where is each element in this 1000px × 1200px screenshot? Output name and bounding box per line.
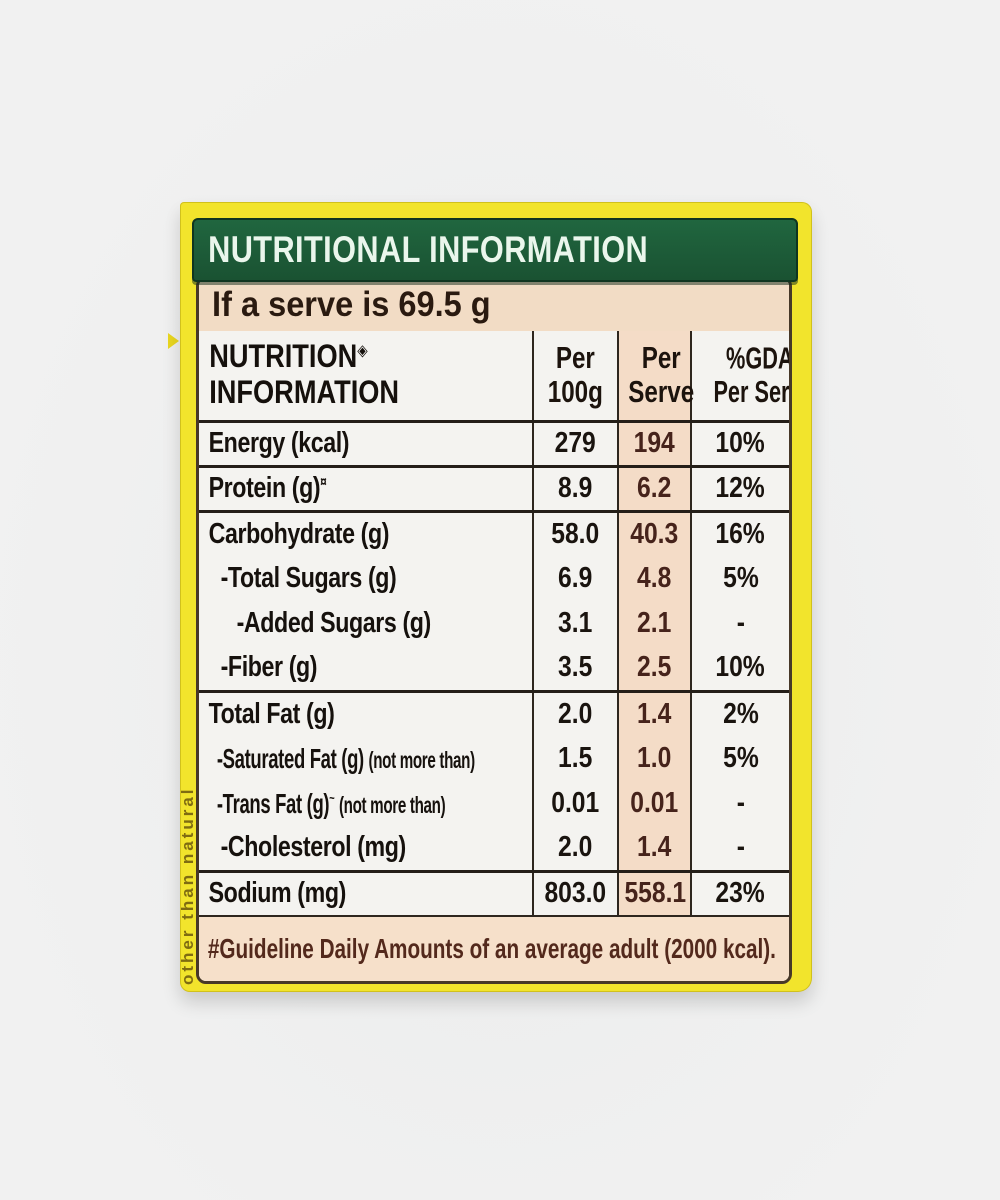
footer-strip: #Guideline Daily Amounts of an average a… (199, 917, 789, 981)
per-serve-value: 2.1 (637, 607, 672, 639)
table-row-energy: Energy (kcal) 279 194 10% (199, 421, 789, 466)
per-serve-value: 1.4 (637, 831, 672, 864)
gda-value: 10% (715, 427, 766, 459)
per-100g-value: 0.01 (551, 787, 600, 819)
per-serve-value: 558.1 (624, 877, 687, 910)
label-panel: If a serve is 69.5 g NUTRITION◈ INFORMAT… (196, 276, 792, 984)
side-vertical-text: other than natural (180, 786, 195, 985)
row-label: -Saturated Fat (g) (not more than) (216, 742, 475, 774)
header-per-serve: Per Serve (617, 331, 694, 421)
table-row-total-fat: Total Fat (g) 2.0 1.4 2% (199, 691, 789, 736)
per-serve-value: 1.4 (637, 697, 672, 730)
gda-value: - (736, 607, 745, 639)
row-label: Protein (g)¤ (208, 472, 327, 504)
row-label: -Trans Fat (g)~ (not more than) (216, 787, 446, 819)
per-serve-value: 2.5 (637, 651, 672, 684)
table-row-cholesterol: -Cholesterol (mg) 2.0 1.4 - (199, 826, 789, 871)
diamond-icon: ◈ (357, 342, 368, 360)
nutrition-label: other than natural NUTRITIONAL INFORMATI… (180, 202, 812, 992)
row-label: Carbohydrate (g) (208, 517, 390, 550)
per-serve-value: 194 (633, 427, 676, 459)
serve-strip: If a serve is 69.5 g (199, 279, 789, 331)
nutrition-title: NUTRITIONAL INFORMATION (208, 229, 649, 270)
table-row-trans-fat: -Trans Fat (g)~ (not more than) 0.01 0.01… (199, 781, 789, 826)
row-label: Energy (kcal) (208, 427, 350, 459)
row-label: Total Fat (g) (208, 697, 335, 730)
per-100g-value: 803.0 (544, 877, 607, 910)
nutrition-title-band: NUTRITIONAL INFORMATION (192, 218, 798, 282)
gda-value: 16% (715, 517, 766, 550)
gda-value: 10% (715, 651, 766, 684)
table-row-total-sugars: -Total Sugars (g) 6.9 4.8 5% (199, 556, 789, 601)
per-100g-value: 2.0 (558, 697, 593, 730)
header-gda-per-serve: %GDA# Per Serve (690, 331, 789, 421)
gda-value: 5% (722, 742, 759, 774)
per-100g-value: 2.0 (558, 831, 593, 864)
per-serve-value: 4.8 (637, 562, 672, 594)
gda-value: 23% (715, 877, 766, 910)
nutrition-table: NUTRITION◈ INFORMATION Per 100g Per (199, 331, 789, 917)
per-100g-value: 279 (554, 427, 597, 459)
gda-value: 12% (715, 472, 766, 504)
per-100g-value: 1.5 (558, 742, 593, 774)
row-label: -Fiber (g) (220, 651, 318, 684)
table-row-added-sugars: -Added Sugars (g) 3.1 2.1 - (199, 601, 789, 646)
gda-value: 2% (722, 697, 759, 730)
row-label: -Added Sugars (g) (236, 607, 432, 639)
table-row-saturated-fat: -Saturated Fat (g) (not more than) 1.5 1.… (199, 736, 789, 781)
row-label: Sodium (mg) (208, 877, 347, 910)
gda-value: - (736, 831, 745, 864)
per-serve-value: 0.01 (630, 787, 679, 819)
per-serve-value: 40.3 (630, 517, 679, 550)
per-100g-value: 6.9 (558, 562, 593, 594)
serve-text: If a serve is 69.5 g (212, 285, 491, 324)
header-nutrition-information: NUTRITION◈ INFORMATION (209, 338, 400, 411)
row-label: -Cholesterol (mg) (220, 831, 407, 864)
header-per-100g: Per 100g (532, 331, 618, 421)
per-100g-value: 3.5 (558, 651, 593, 684)
per-serve-value: 1.0 (637, 742, 672, 774)
gda-value: 5% (722, 562, 759, 594)
table-row-carbohydrate: Carbohydrate (g) 58.0 40.3 16% (199, 511, 789, 556)
label-edge-arrow (168, 333, 179, 349)
gda-value: - (736, 787, 745, 819)
table-row-sodium: Sodium (mg) 803.0 558.1 23% (199, 871, 789, 916)
per-serve-value: 6.2 (637, 472, 672, 504)
guideline-note: #Guideline Daily Amounts of an average a… (207, 933, 776, 964)
per-100g-value: 58.0 (551, 517, 600, 550)
table-row-fiber: -Fiber (g) 3.5 2.5 10% (199, 646, 789, 691)
row-label: -Total Sugars (g) (220, 562, 397, 594)
table-row-protein: Protein (g)¤ 8.9 6.2 12% (199, 466, 789, 511)
per-100g-value: 3.1 (558, 607, 593, 639)
table-header-row: NUTRITION◈ INFORMATION Per 100g Per (199, 331, 789, 421)
per-100g-value: 8.9 (558, 472, 593, 504)
